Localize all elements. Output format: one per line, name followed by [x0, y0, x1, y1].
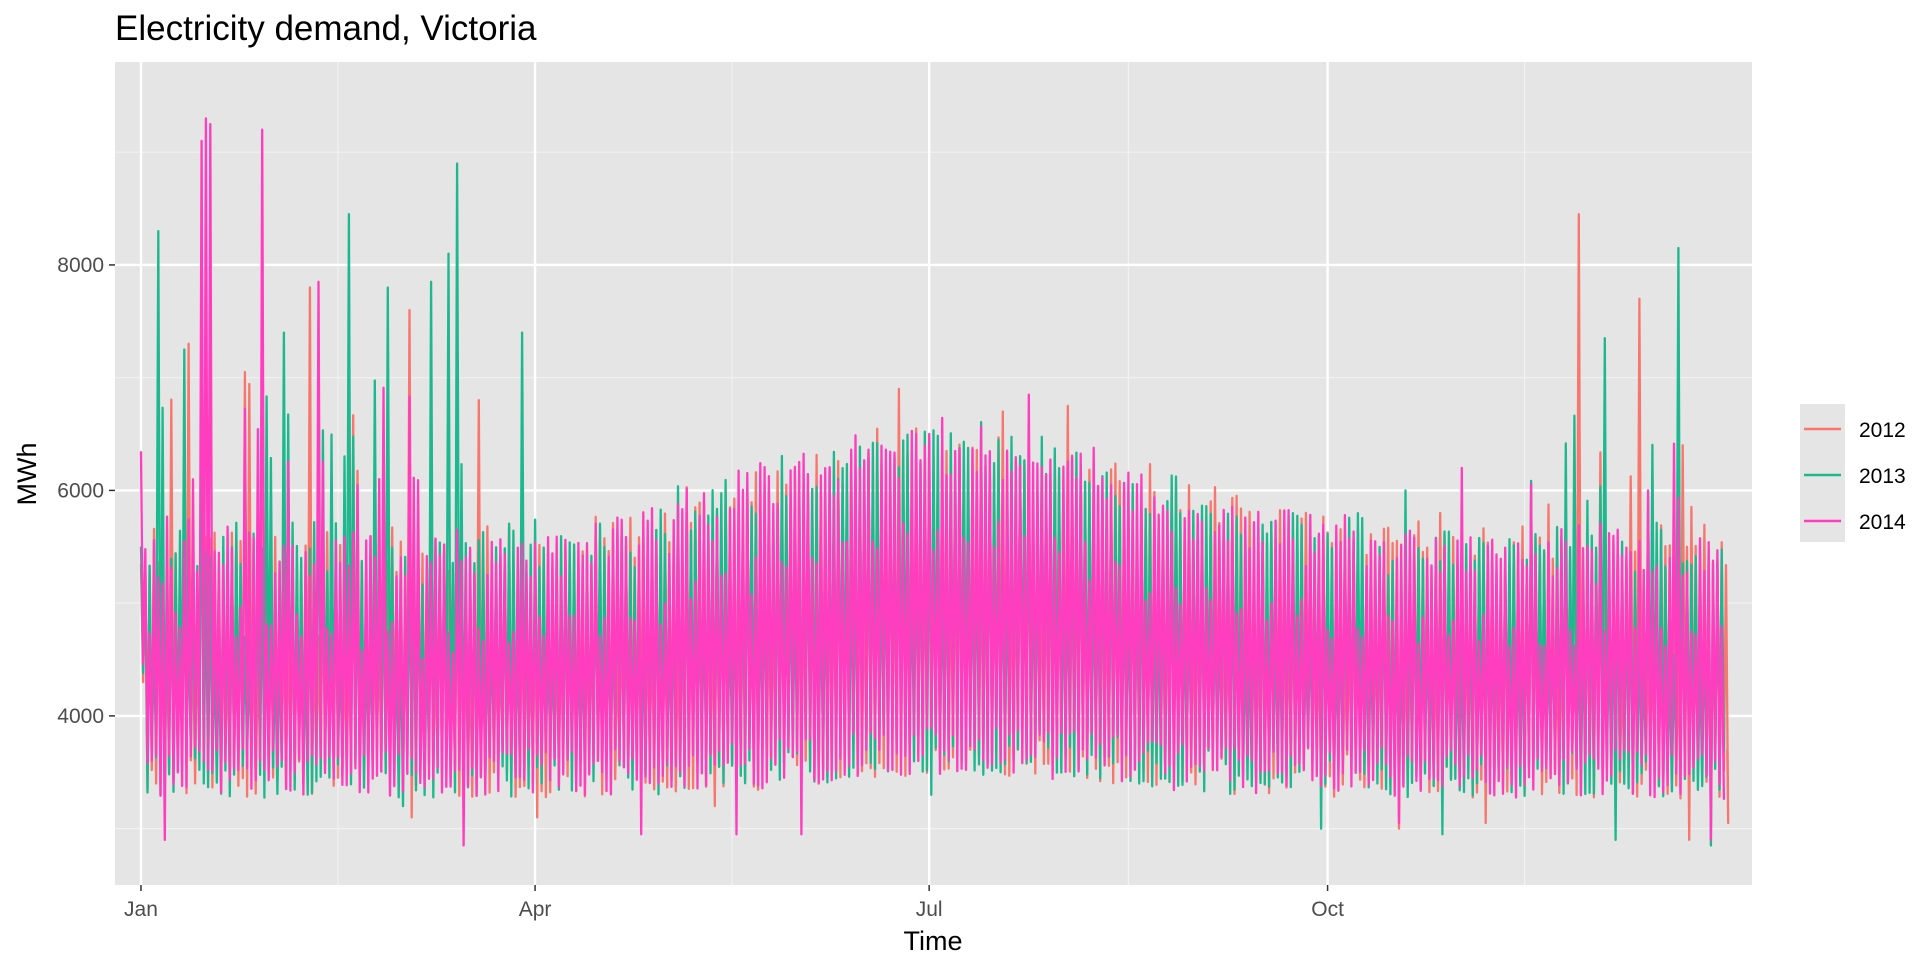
series-layer — [139, 117, 1730, 847]
x-tick-label: Oct — [1311, 898, 1344, 921]
legend-key-bg — [1800, 404, 1845, 542]
y-tick-label: 6000 — [57, 479, 104, 502]
legend: 2012 2013 2014 — [1800, 404, 1906, 542]
y-tick-label: 4000 — [57, 705, 104, 728]
series-line-2014 — [139, 117, 1726, 847]
x-tick-label: Jan — [124, 898, 158, 921]
legend-label-2013: 2013 — [1859, 465, 1906, 488]
y-tick-label: 8000 — [57, 254, 104, 277]
x-tick-label: Apr — [519, 898, 552, 921]
y-axis-title: MWh — [12, 443, 42, 506]
y-axis: 4000 6000 8000 — [57, 254, 115, 728]
x-axis: Jan Apr Jul Oct — [124, 885, 1344, 921]
chart-title: Electricity demand, Victoria — [115, 9, 537, 48]
legend-label-2014: 2014 — [1859, 511, 1906, 534]
legend-label-2012: 2012 — [1859, 419, 1906, 442]
x-axis-title: Time — [904, 926, 963, 956]
x-tick-label: Jul — [916, 898, 943, 921]
